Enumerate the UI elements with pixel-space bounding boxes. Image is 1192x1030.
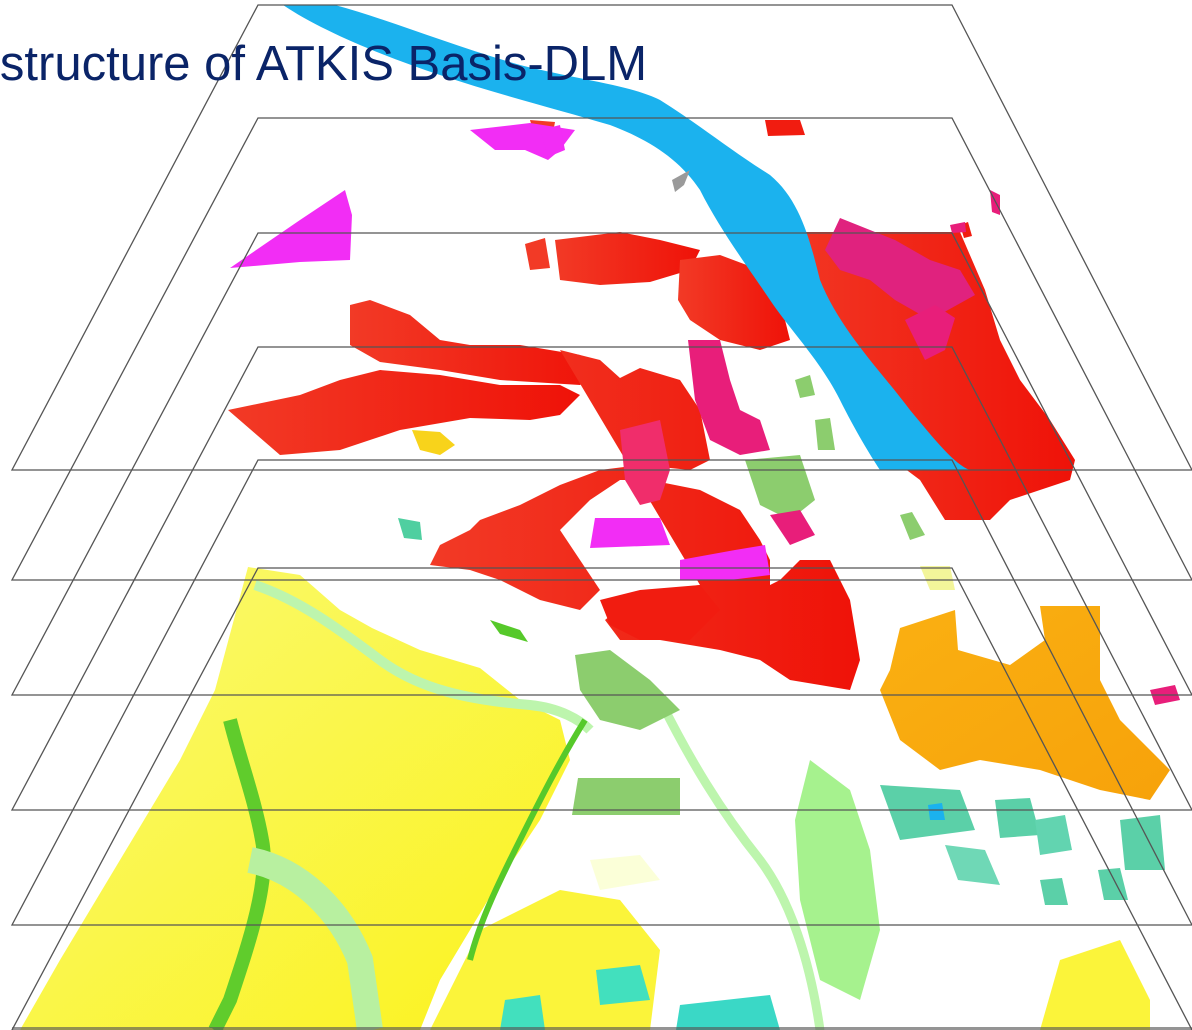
settlement-center xyxy=(430,350,860,690)
grassland-rect xyxy=(572,778,680,815)
grass-strip-center xyxy=(795,375,815,398)
small-grey-structure xyxy=(672,170,690,192)
layer-special-use xyxy=(230,123,770,580)
settlement-northeast xyxy=(760,232,1075,520)
layer-plane-5 xyxy=(10,459,1192,926)
layer-water xyxy=(283,5,970,540)
teal-parcel-cluster-6 xyxy=(1098,868,1128,900)
layer-plane-1 xyxy=(10,4,1192,471)
grassland-upper xyxy=(745,455,815,520)
settlement-north-1 xyxy=(555,232,700,285)
green-rail-diagonal xyxy=(467,718,588,961)
mixed-use-northeast xyxy=(825,218,975,320)
layer-plane-4 xyxy=(10,346,1192,811)
mixed-use-center-2 xyxy=(620,420,670,505)
teal-parcel-cluster-4 xyxy=(1035,815,1072,855)
grassland-center-block xyxy=(575,650,680,730)
layer-frames xyxy=(10,4,1192,1030)
layer-mixed-use xyxy=(620,190,1180,705)
grassland-field-center xyxy=(795,760,880,1000)
teal-parcel-cluster-2 xyxy=(945,845,1000,885)
cyan-water-dot xyxy=(928,803,945,820)
layer-settlement xyxy=(228,120,1075,690)
settlement-south-east-block xyxy=(600,585,720,640)
teal-parcel-cluster-7 xyxy=(1120,815,1165,870)
teal-small-1 xyxy=(398,518,422,540)
settlement-west-2 xyxy=(350,300,600,385)
settlement-small-north xyxy=(765,120,805,136)
cyan-parcel-2 xyxy=(676,995,780,1030)
settlement-west-1 xyxy=(228,370,580,455)
special-use-center-2 xyxy=(680,545,770,580)
mixed-use-east xyxy=(905,305,955,360)
mixed-use-center-1 xyxy=(688,340,770,455)
cyan-parcel-3 xyxy=(500,995,545,1030)
agriculture-area-east-strip xyxy=(920,566,955,590)
special-use-center-rect xyxy=(590,518,670,548)
grass-strip-small-2 xyxy=(900,512,925,540)
layer-agriculture xyxy=(20,455,1165,1030)
settlement-small-west xyxy=(525,238,550,270)
river xyxy=(283,5,970,470)
layer-plane-6 xyxy=(11,567,1192,1030)
layer-industrial xyxy=(880,606,1170,800)
mixed-use-south xyxy=(770,510,815,545)
agriculture-area-southeast xyxy=(1040,940,1150,1030)
green-path-southeast xyxy=(655,697,825,1030)
mixed-use-tiny xyxy=(950,222,966,233)
industrial-area-east xyxy=(880,606,1170,800)
grassland-small-bar xyxy=(490,620,528,642)
green-corridor-river xyxy=(208,718,271,1030)
teal-parcel-cluster-3 xyxy=(995,798,1040,838)
green-corridor-west xyxy=(253,580,594,734)
green-corridor-lightgreen-sw xyxy=(246,847,383,1030)
teal-parcel-cluster-1 xyxy=(880,785,975,840)
layer-plane-2 xyxy=(10,117,1192,581)
teal-parcel-cluster-5 xyxy=(1040,878,1068,905)
special-use-north-2 xyxy=(540,125,565,157)
layer-plane-3 xyxy=(10,232,1192,696)
cyan-parcel-1 xyxy=(596,965,650,1005)
grass-strip-center-2 xyxy=(815,418,835,450)
special-use-northwest xyxy=(230,190,352,268)
cultivation-pale xyxy=(590,855,660,890)
small-yellow-area xyxy=(412,430,455,455)
